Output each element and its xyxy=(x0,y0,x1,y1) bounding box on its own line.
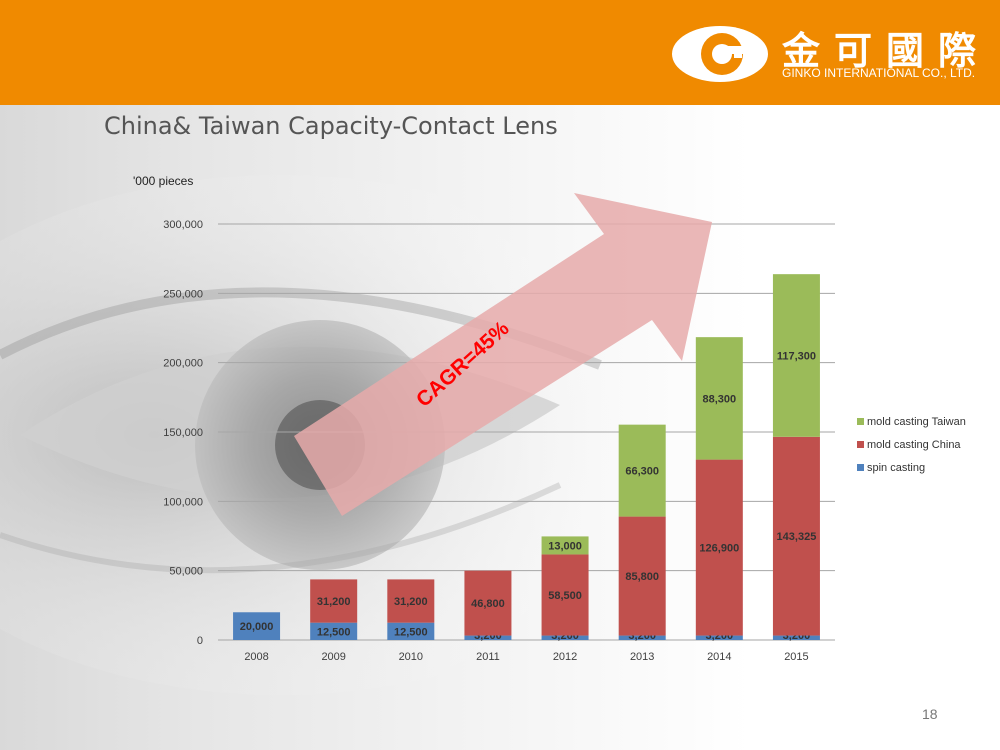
y-tick-label: 300,000 xyxy=(163,219,203,231)
y-tick-label: 150,000 xyxy=(163,427,203,439)
company-logo: 金可國際 GINKO INTERNATIONAL CO., LTD. xyxy=(670,14,980,94)
bar-segment xyxy=(387,622,435,640)
x-tick-label: 2008 xyxy=(244,651,268,663)
x-tick-label: 2009 xyxy=(321,651,345,663)
bar-segment xyxy=(541,536,589,555)
bar-segment xyxy=(233,612,281,640)
x-tick-label: 2014 xyxy=(707,651,731,663)
x-tick-label: 2011 xyxy=(476,651,500,663)
page-number: 18 xyxy=(922,706,938,722)
logo-english-name: GINKO INTERNATIONAL CO., LTD. xyxy=(782,66,976,80)
bar-segment xyxy=(695,635,743,640)
x-tick-label: 2015 xyxy=(784,651,808,663)
y-tick-label: 200,000 xyxy=(163,358,203,370)
data-label: 12,500 xyxy=(394,626,428,638)
bar-segment xyxy=(695,459,743,636)
legend-swatch xyxy=(857,418,864,425)
data-label: 88,300 xyxy=(702,393,736,405)
bar-segment xyxy=(695,337,743,460)
legend-label: mold casting Taiwan xyxy=(867,415,966,428)
data-label: 46,800 xyxy=(471,598,505,610)
data-label: 126,900 xyxy=(699,543,739,555)
bar-segment xyxy=(464,635,512,640)
data-label: 143,325 xyxy=(777,531,817,543)
header-bar: 金可國際 GINKO INTERNATIONAL CO., LTD. xyxy=(0,0,1000,105)
data-label: 31,200 xyxy=(317,596,351,608)
x-tick-label: 2010 xyxy=(399,651,423,663)
data-label: 31,200 xyxy=(394,596,428,608)
data-label: 20,000 xyxy=(240,621,274,633)
y-tick-label: 250,000 xyxy=(163,288,203,300)
y-tick-label: 0 xyxy=(197,635,203,647)
y-tick-label: 50,000 xyxy=(169,566,203,578)
data-label: 117,300 xyxy=(777,350,816,362)
legend-swatch xyxy=(857,464,864,471)
ginko-logo-icon xyxy=(672,26,768,82)
chart-legend: mold casting Taiwan mold casting China spi… xyxy=(857,410,966,479)
bar-segment xyxy=(618,516,666,636)
legend-item: spin casting xyxy=(857,456,966,479)
bar-segment xyxy=(618,635,666,640)
data-label: 12,500 xyxy=(317,626,351,638)
data-label: 58,500 xyxy=(548,590,582,602)
slide-title: China& Taiwan Capacity-Contact Lens xyxy=(104,112,558,140)
legend-item: mold casting Taiwan xyxy=(857,410,966,433)
y-tick-label: 100,000 xyxy=(163,496,203,508)
bar-segment xyxy=(464,570,512,636)
bar-segment xyxy=(772,274,820,437)
x-tick-label: 2013 xyxy=(630,651,654,663)
bar-segment xyxy=(541,635,589,640)
legend-item: mold casting China xyxy=(857,433,966,456)
logo-chinese-name: 金可國際 xyxy=(782,28,991,73)
bar-segment xyxy=(310,579,358,623)
bar-segment xyxy=(618,424,666,517)
growth-arrow xyxy=(294,193,712,516)
legend-label: mold casting China xyxy=(867,438,961,451)
data-label: 13,000 xyxy=(548,540,582,552)
y-axis-unit-label: '000 pieces xyxy=(133,174,194,188)
data-label: 85,800 xyxy=(625,571,659,583)
bar-segment xyxy=(310,622,358,640)
bar-segment xyxy=(387,579,435,623)
bar-segment xyxy=(772,635,820,640)
bar-segment xyxy=(772,436,820,636)
bar-segment xyxy=(541,554,589,636)
data-label: 66,300 xyxy=(625,466,659,478)
x-tick-label: 2012 xyxy=(553,651,577,663)
legend-swatch xyxy=(857,441,864,448)
legend-label: spin casting xyxy=(867,461,926,474)
